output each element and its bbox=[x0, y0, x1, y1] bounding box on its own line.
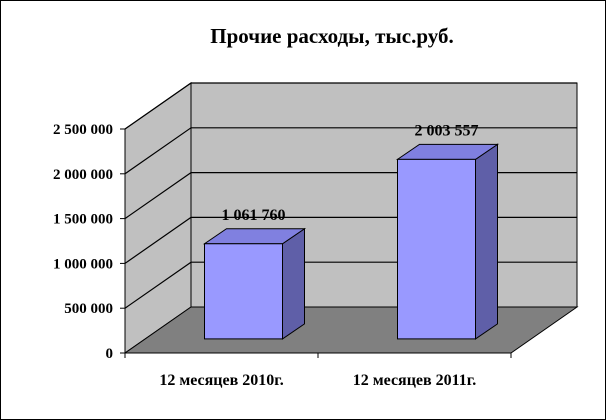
x-tick-label: 12 месяцев 2010г. bbox=[159, 372, 283, 389]
y-tick-label: 1 000 000 bbox=[53, 256, 113, 272]
data-label: 1 061 760 bbox=[222, 207, 286, 224]
y-tick-label: 500 000 bbox=[64, 301, 113, 317]
bar bbox=[397, 158, 476, 340]
y-tick-label: 0 bbox=[106, 346, 114, 362]
side-wall bbox=[124, 82, 192, 354]
chart-title: Прочие расходы, тыс.руб. bbox=[210, 24, 453, 48]
data-label: 2 003 557 bbox=[415, 122, 479, 139]
x-tick-label: 12 месяцев 2011г. bbox=[353, 372, 477, 389]
bar-side bbox=[282, 227, 305, 340]
gridline bbox=[124, 82, 577, 130]
y-tick-label: 2 500 000 bbox=[53, 122, 113, 138]
gridline bbox=[124, 127, 577, 175]
bar bbox=[204, 243, 283, 340]
y-tick-label: 1 500 000 bbox=[53, 212, 113, 228]
floor bbox=[123, 306, 579, 354]
bar-side bbox=[475, 143, 498, 340]
y-tick-label: 2 000 000 bbox=[53, 167, 113, 183]
